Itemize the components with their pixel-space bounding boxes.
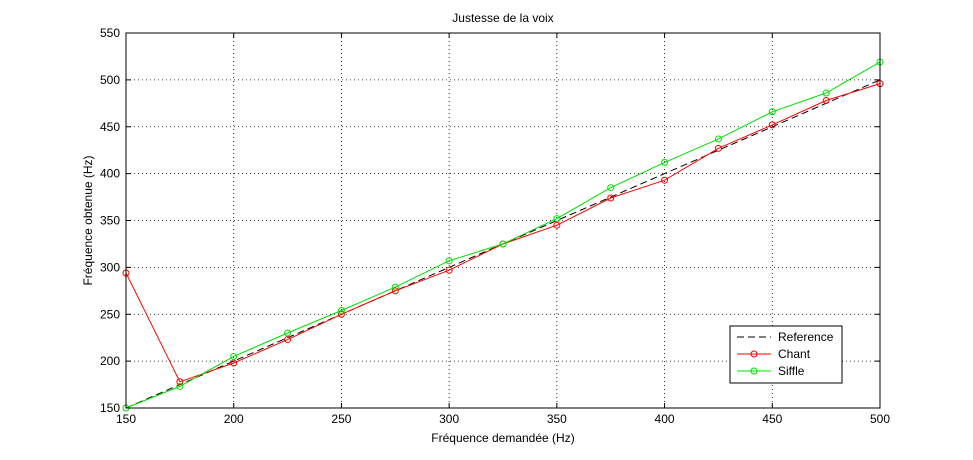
data-point-siffle (284, 329, 292, 337)
data-point-chant (607, 194, 615, 202)
data-point-siffle (768, 108, 776, 116)
data-point-siffle (391, 283, 399, 291)
x-tick-label: 500 (870, 412, 890, 426)
legend-label-chant: Chant (778, 347, 811, 361)
data-point-chant (661, 176, 669, 184)
data-point-chant (337, 310, 345, 318)
data-point-chant (445, 266, 453, 274)
data-point-chant (822, 97, 830, 104)
data-point-chant (553, 221, 561, 229)
y-tick-label: 150 (100, 401, 120, 415)
y-axis-label: Fréquence obtenue (Hz) (81, 155, 95, 285)
data-point-siffle (445, 257, 453, 265)
data-point-siffle (230, 352, 238, 360)
chart-title: Justesse de la voix (452, 11, 553, 25)
y-tick-label: 200 (100, 354, 120, 368)
y-tick-label: 300 (100, 260, 120, 274)
y-tick-label: 400 (100, 167, 120, 181)
data-point-siffle (714, 135, 722, 143)
data-point-siffle (499, 240, 507, 248)
legend-label-siffle: Siffle (778, 364, 805, 378)
legend-label-reference: Reference (778, 330, 834, 344)
y-tick-label: 500 (100, 73, 120, 87)
y-tick-label: 450 (100, 120, 120, 134)
x-axis-label: Fréquence demandée (Hz) (431, 431, 574, 445)
data-point-siffle (661, 158, 669, 166)
data-point-chant (284, 336, 292, 344)
series-line-siffle (125, 61, 881, 409)
y-tick-label: 350 (100, 214, 120, 228)
x-tick-label: 450 (762, 412, 782, 426)
legend-marker-chant (750, 350, 758, 358)
legend-marker-siffle (750, 367, 758, 375)
x-tick-label: 250 (331, 412, 351, 426)
data-point-chant (768, 121, 776, 129)
y-tick-label: 550 (100, 26, 120, 40)
x-tick-label: 400 (655, 412, 675, 426)
x-tick-label: 200 (224, 412, 244, 426)
y-tick-label: 250 (100, 307, 120, 321)
data-point-siffle (337, 307, 345, 314)
data-point-chant (230, 359, 238, 367)
data-point-chant (714, 144, 722, 152)
legend: Reference Chant Siffle (729, 325, 843, 384)
data-point-siffle (607, 184, 615, 192)
data-point-siffle (553, 215, 561, 223)
x-tick-label: 150 (116, 412, 136, 426)
data-point-chant (176, 378, 184, 386)
data-point-siffle (176, 382, 184, 390)
x-tick-label: 300 (439, 412, 459, 426)
data-point-chant (391, 287, 399, 295)
x-tick-label: 350 (547, 412, 567, 426)
data-point-siffle (822, 89, 830, 97)
